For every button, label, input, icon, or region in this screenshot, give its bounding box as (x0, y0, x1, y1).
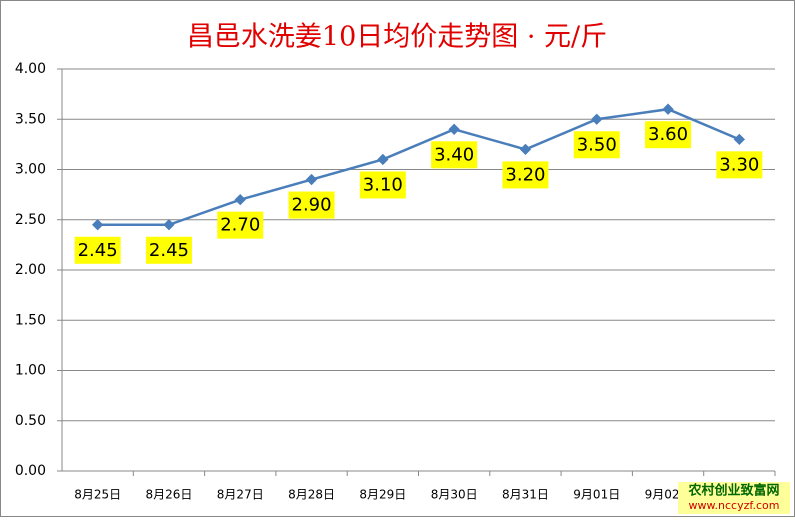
marker (234, 193, 246, 206)
value-label: 3.40 (434, 144, 474, 165)
chart-title: 昌邑水洗姜10日均价走势图 · 元/斤 (187, 22, 607, 53)
y-tick-label: 4.00 (15, 61, 46, 77)
value-label: 3.50 (577, 134, 617, 155)
value-label-bg (359, 171, 406, 199)
value-label: 3.60 (648, 124, 688, 145)
value-label-bg (74, 236, 121, 264)
y-tick-label: 2.00 (15, 262, 46, 278)
value-label-bg (573, 131, 620, 159)
y-tick-label: 3.00 (15, 162, 46, 178)
value-label-bg (288, 191, 335, 219)
marker (305, 173, 318, 186)
value-label: 2.45 (149, 240, 189, 261)
x-tick-label: 8月31日 (502, 488, 549, 502)
value-label: 2.70 (220, 215, 260, 236)
value-label: 3.20 (505, 164, 545, 185)
value-label: 2.90 (292, 195, 332, 216)
x-tick-label: 8月27日 (217, 488, 264, 502)
y-tick-label: 0.00 (15, 463, 46, 479)
value-label: 2.45 (78, 240, 118, 261)
value-label-bg (502, 161, 549, 189)
x-tick-label: 8月30日 (431, 488, 478, 502)
x-tick-label: 8月26日 (145, 488, 192, 502)
marker (733, 133, 746, 146)
x-tick-label: 8月28日 (288, 488, 335, 502)
y-tick-label: 2.50 (15, 212, 46, 228)
marker (163, 219, 175, 231)
x-tick-label: 8月29日 (359, 488, 406, 502)
y-tick-label: 1.50 (15, 312, 46, 328)
watermark-url: www.nccyzf.com (689, 499, 780, 512)
value-label-bg (645, 121, 692, 149)
watermark-bg (678, 482, 790, 514)
value-label: 3.10 (363, 174, 403, 195)
value-label-bg (716, 151, 763, 179)
value-label-bg (145, 236, 192, 264)
value-label-bg (217, 211, 264, 239)
marker (377, 153, 389, 166)
y-tick-label: 1.00 (15, 363, 46, 379)
line (97, 107, 740, 227)
value-label-bg (431, 141, 478, 169)
x-tick-label: 8月25日 (74, 488, 121, 502)
value-label: 3.30 (719, 154, 759, 175)
watermark-name: 农村创业致富网 (687, 483, 779, 499)
marker (519, 143, 532, 156)
y-tick-label: 3.50 (15, 111, 46, 127)
x-tick-label: 9月01日 (573, 488, 620, 502)
y-tick-label: 0.50 (15, 413, 46, 429)
